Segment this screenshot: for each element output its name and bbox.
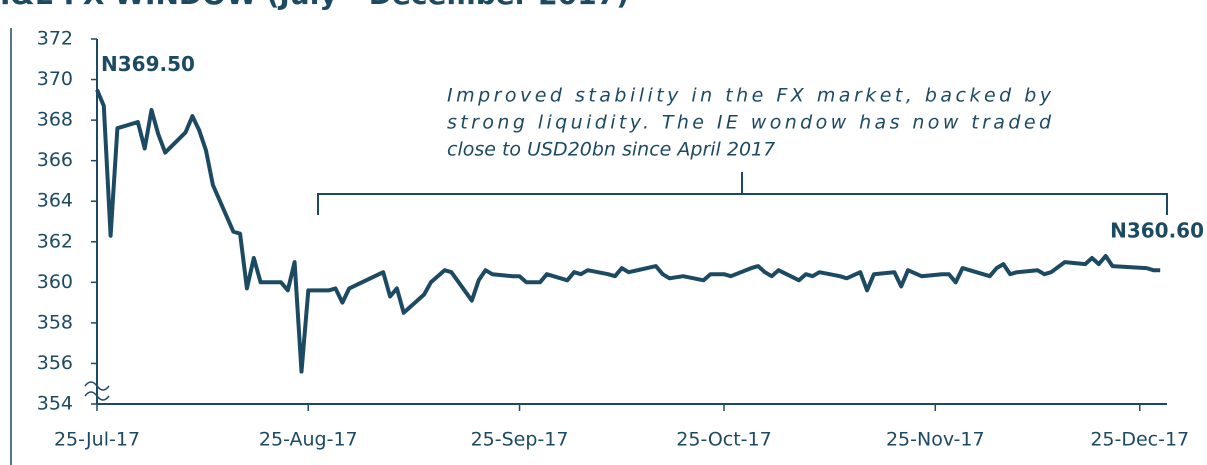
start-label: N369.50 bbox=[101, 52, 195, 76]
x-tick-label: 25-Sep-17 bbox=[471, 429, 569, 451]
y-tick-label: 372 bbox=[37, 28, 73, 50]
axis-break bbox=[84, 381, 110, 401]
y-tick-label: 356 bbox=[37, 352, 73, 374]
y-tick-label: 370 bbox=[37, 68, 73, 90]
annotation-note: strong liquidity. The IE wondow has now … bbox=[447, 112, 1052, 134]
y-tick-label: 366 bbox=[37, 149, 73, 171]
x-tick-label: 25-Oct-17 bbox=[676, 429, 771, 451]
end-label: N360.60 bbox=[1110, 219, 1204, 243]
x-tick-label: 25-Jul-17 bbox=[54, 429, 140, 451]
y-tick-label: 358 bbox=[37, 311, 73, 333]
x-tick-label: 25-Dec-17 bbox=[1090, 429, 1189, 451]
y-tick-label: 368 bbox=[37, 109, 73, 131]
rate-line bbox=[95, 88, 1161, 374]
y-tick-label: 360 bbox=[37, 271, 73, 293]
x-tick-label: 25-Nov-17 bbox=[886, 429, 985, 451]
annotation-note: close to USD20bn since April 2017 bbox=[447, 139, 775, 161]
y-tick-label: 354 bbox=[37, 393, 73, 415]
annotation-bracket bbox=[317, 172, 1168, 215]
x-tick-label: 25-Aug-17 bbox=[259, 429, 358, 451]
chart-title: I&E FX WINDOW (July - December 2017) bbox=[0, 0, 629, 11]
y-tick-label: 362 bbox=[37, 230, 73, 252]
annotation-note: Improved stability in the FX market, bac… bbox=[447, 85, 1052, 107]
y-tick-label: 364 bbox=[37, 190, 73, 212]
